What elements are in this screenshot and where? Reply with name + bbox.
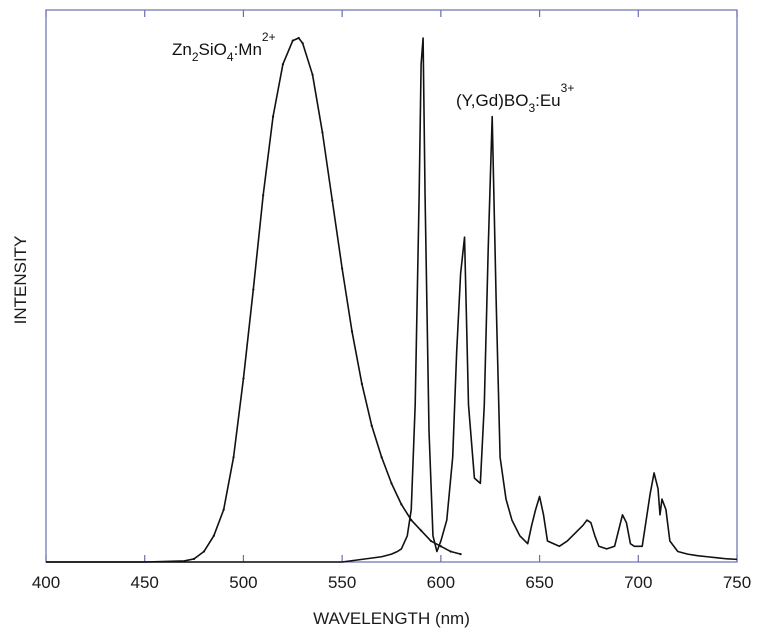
annotation-mid: SiO (199, 40, 227, 59)
series-point (301, 42, 304, 45)
series-point (360, 382, 363, 385)
annotation-sub2: 4 (227, 50, 234, 64)
series-point (410, 518, 413, 522)
series-point (232, 456, 235, 459)
x-tick-label: 600 (427, 573, 455, 592)
annotation-tail: :Mn (234, 40, 262, 59)
x-tick-label: 750 (723, 573, 751, 592)
series-point (350, 330, 354, 333)
annotation-base: (Y,Gd)BO (456, 91, 528, 110)
series-point (291, 39, 294, 42)
annotation-sup: 3+ (561, 81, 575, 95)
series-line-1 (46, 37, 738, 563)
x-tick-label: 550 (328, 573, 356, 592)
x-tick-label: 650 (525, 573, 553, 592)
series-point (331, 199, 334, 202)
x-tick-label: 500 (229, 573, 257, 592)
series-point (390, 482, 393, 485)
annotation-sub1: 2 (192, 50, 199, 64)
plot-frame (45, 9, 738, 563)
series-point (439, 545, 442, 548)
series-point (341, 267, 344, 270)
annotation-sup: 2+ (262, 30, 276, 44)
x-tick-label: 450 (131, 573, 159, 592)
x-tick-label: 700 (624, 573, 652, 592)
series-point (420, 529, 423, 532)
series-point (370, 424, 373, 427)
annotation-sub1: 3 (528, 101, 535, 115)
series-point (459, 553, 462, 556)
series-point (429, 539, 433, 543)
series-point (202, 550, 206, 553)
series-point (400, 503, 403, 506)
series-point (311, 73, 314, 76)
series-point (321, 131, 324, 134)
series-point (252, 288, 255, 291)
x-tick-label: 400 (32, 573, 60, 592)
series-point (271, 115, 275, 118)
series-point (380, 456, 383, 459)
annotation-tail: :Eu (535, 91, 561, 110)
series-point (222, 508, 225, 511)
series-point (192, 557, 196, 560)
x-axis-label: WAVELENGTH (nm) (313, 609, 470, 628)
series-point (281, 63, 285, 66)
series-point (262, 194, 265, 197)
series-line-0 (46, 37, 461, 563)
y-axis-label: INTENSITY (11, 236, 30, 325)
annotation-base: Zn (172, 40, 192, 59)
series-point (212, 534, 215, 537)
phosphor-annotation-0: Zn2SiO4:Mn2+ (172, 30, 276, 64)
phosphor-annotation-1: (Y,Gd)BO3:Eu3+ (456, 81, 574, 115)
series-point (242, 377, 245, 380)
series-point (297, 36, 300, 40)
series-point (449, 550, 452, 553)
